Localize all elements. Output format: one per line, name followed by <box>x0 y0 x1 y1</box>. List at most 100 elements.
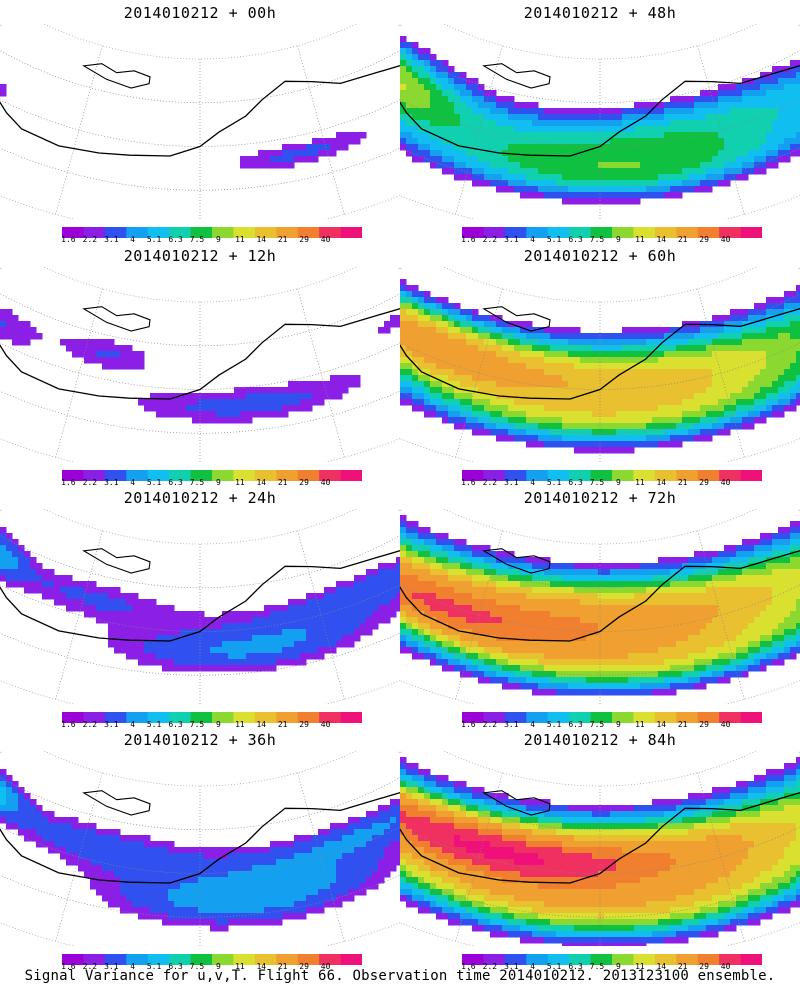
colorbar-label: 3.1 <box>504 962 519 971</box>
colorbar-swatch <box>633 227 656 238</box>
colorbar-swatch <box>126 470 149 481</box>
colorbar-label: 14 <box>656 962 667 971</box>
map-panel-p36: 2014010212 + 36h 1.6 2.2 3.1 4 5.1 6.3 7.5 9 11 14… <box>0 727 400 977</box>
colorbar-label: 14 <box>656 235 667 244</box>
colorbar-label: 21 <box>677 962 688 971</box>
colorbar-label: 29 <box>299 235 309 244</box>
colorbar-swatch <box>190 712 213 723</box>
map-panel-p72: 2014010212 + 72h 1.6 2.2 3.1 4 5.1 6.3 7.5 9 11 14… <box>400 485 800 735</box>
colorbar-label: 2.2 <box>82 720 98 729</box>
colorbar-label: 11 <box>235 478 245 487</box>
colorbar-swatch <box>254 470 277 481</box>
colorbar-swatch <box>62 227 84 238</box>
colorbar-label: 7.5 <box>589 962 605 971</box>
colorbar-label: 9 <box>615 720 621 729</box>
colorbar-label: 9 <box>615 478 621 487</box>
colorbar-label: 40 <box>720 962 731 971</box>
colorbar-label: 7.5 <box>189 235 205 244</box>
panel-title: 2014010212 + 60h <box>523 247 677 265</box>
colorbar-label: 3.1 <box>504 720 519 729</box>
colorbar-swatch <box>233 954 256 965</box>
colorbar-label: 1.6 <box>61 720 76 729</box>
colorbar-swatch <box>526 712 549 723</box>
colorbar-label: 6.3 <box>168 962 183 971</box>
colorbar-swatch <box>676 954 699 965</box>
colorbar-swatch <box>319 712 341 723</box>
colorbar-swatch <box>676 227 699 238</box>
panel-title: 2014010212 + 12h <box>123 247 277 265</box>
colorbar-label: 1.6 <box>461 478 476 487</box>
colorbar-label: 9 <box>615 235 621 244</box>
colorbar-label: 5.1 <box>546 962 562 971</box>
colorbar-label: 21 <box>277 478 288 487</box>
projection-map <box>400 751 800 946</box>
colorbar-label: 7.5 <box>589 478 605 487</box>
colorbar: 1.6 2.2 3.1 4 5.1 6.3 7.5 9 11 14 21 29 40 <box>461 708 763 729</box>
coastline <box>400 267 800 400</box>
colorbar-swatch <box>190 470 213 481</box>
colorbar-label: 3.1 <box>104 962 119 971</box>
colorbar-swatch <box>569 227 591 238</box>
colorbar-swatch <box>719 712 741 723</box>
colorbar-label: 4 <box>530 235 536 244</box>
graticule <box>0 24 400 219</box>
colorbar-label: 4 <box>130 962 136 971</box>
colorbar-swatch <box>83 470 106 481</box>
colorbar-label: 21 <box>677 478 688 487</box>
colorbar-swatch <box>62 470 84 481</box>
variance-field <box>0 527 400 672</box>
colorbar: 1.6 2.2 3.1 4 5.1 6.3 7.5 9 11 14 21 29 40 <box>461 950 763 971</box>
colorbar-swatch <box>547 470 570 481</box>
variance-field <box>0 769 400 932</box>
colorbar-label: 5.1 <box>146 720 162 729</box>
colorbar-swatch <box>233 470 256 481</box>
panel-title: 2014010212 + 84h <box>523 731 677 749</box>
colorbar-swatch <box>212 954 234 965</box>
colorbar-swatch <box>254 954 277 965</box>
colorbar-label: 6.3 <box>568 720 583 729</box>
colorbar-label: 4 <box>530 478 536 487</box>
variance-field <box>0 309 400 424</box>
colorbar-label: 14 <box>656 478 667 487</box>
colorbar-swatch <box>147 470 170 481</box>
colorbar-swatch <box>654 470 677 481</box>
colorbar-swatch <box>147 227 170 238</box>
colorbar: 1.6 2.2 3.1 4 5.1 6.3 7.5 9 11 14 21 29 40 <box>61 466 363 487</box>
colorbar-label: 6.3 <box>168 478 183 487</box>
colorbar-label: 6.3 <box>168 720 183 729</box>
colorbar-swatch <box>547 712 570 723</box>
colorbar-label: 1.6 <box>61 478 76 487</box>
projection-map <box>400 509 800 704</box>
colorbar-label: 7.5 <box>189 962 205 971</box>
colorbar-label: 3.1 <box>104 720 119 729</box>
colorbar-swatch <box>697 227 720 238</box>
colorbar-label: 7.5 <box>189 478 205 487</box>
colorbar-swatch <box>297 227 320 238</box>
colorbar-label: 40 <box>320 235 331 244</box>
colorbar-swatch <box>126 954 149 965</box>
variance-field <box>400 757 800 946</box>
colorbar-label: 7.5 <box>589 720 605 729</box>
colorbar-label: 40 <box>320 962 331 971</box>
colorbar-swatch <box>212 712 234 723</box>
colorbar-swatch <box>340 954 363 965</box>
colorbar-label: 21 <box>277 962 288 971</box>
colorbar-label: 21 <box>677 720 688 729</box>
colorbar-label: 4 <box>530 720 536 729</box>
colorbar-swatch <box>547 954 570 965</box>
colorbar-label: 11 <box>635 962 645 971</box>
variance-field <box>0 84 367 169</box>
colorbar-swatch <box>297 470 320 481</box>
projection-map <box>400 24 800 219</box>
colorbar-swatch <box>504 712 527 723</box>
colorbar-swatch <box>676 470 699 481</box>
colorbar-swatch <box>169 470 191 481</box>
colorbar-swatch <box>190 227 213 238</box>
colorbar-swatch <box>740 954 763 965</box>
colorbar-swatch <box>654 712 677 723</box>
colorbar-label: 21 <box>677 235 688 244</box>
colorbar-swatch <box>697 712 720 723</box>
colorbar-label: 7.5 <box>189 720 205 729</box>
map-panel-p12: 2014010212 + 12h 1.6 2.2 3.1 4 5.1 6.3 7.5 9 11 14… <box>0 243 400 493</box>
colorbar-swatch <box>697 954 720 965</box>
